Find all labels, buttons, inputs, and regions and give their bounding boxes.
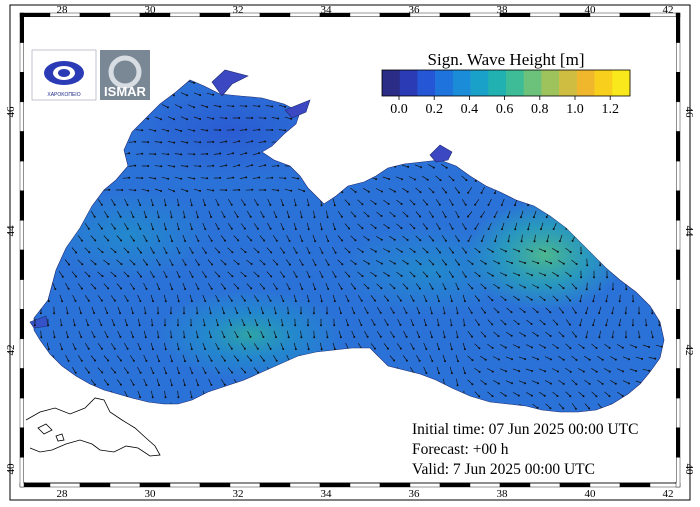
y-tick-right-40: 40 [683,464,695,476]
x-tick-bottom-42: 42 [663,488,674,500]
kerch-strait [429,144,453,163]
x-tick-bottom-38: 38 [497,488,509,500]
axis-labels: 28 28 30 30 32 32 34 34 36 36 38 38 40 40 42 42 40 40 42 42… [5,4,695,500]
x-tick-bottom-30: 30 [145,488,157,500]
legend-tick-label: 0.0 [390,102,408,117]
dnieper-estuary [284,99,311,119]
wave-zone-mid [340,225,520,315]
legend-swatch [576,70,595,96]
legend-swatch [559,70,578,96]
y-tick-right-44: 44 [683,226,695,238]
valid-time: Valid: 7 Jun 2025 00:00 UTC [412,461,595,478]
x-tick-top-42: 42 [663,4,674,16]
harokopio-logo-core [58,69,70,77]
legend-tick-label: 0.8 [531,102,549,117]
x-tick-top-30: 30 [145,4,157,16]
initial-time: Initial time: 07 Jun 2025 00:00 UTC [412,421,638,438]
y-tick-left-46: 46 [5,106,17,118]
harokopio-logo-text: ΧΑΡΟΚΟΠΕΙΟ [47,92,80,98]
x-tick-bottom-36: 36 [409,488,421,500]
x-tick-top-32: 32 [233,4,244,16]
legend-title: Sign. Wave Height [m] [428,50,585,69]
legend-tick-label: 0.4 [461,102,479,117]
legend-swatch [612,70,631,96]
legend-swatch [452,70,471,96]
color-legend: Sign. Wave Height [m] 0.0 0.2 0.4 0.6 0.8 1.0… [381,50,631,117]
x-tick-top-28: 28 [57,4,69,16]
legend-swatch [506,70,525,96]
y-tick-right-46: 46 [683,107,695,119]
x-tick-top-40: 40 [585,4,597,16]
x-tick-top-36: 36 [409,4,421,16]
legend-tick-label: 0.2 [425,102,443,117]
logos: ΧΑΡΟΚΟΠΕΙΟ ISMAR [31,49,150,101]
legend-colorbar [381,69,631,97]
dnieper-bug-estuary [211,69,249,97]
legend-swatch [541,70,560,96]
ismar-logo-text: ISMAR [104,84,147,99]
x-tick-bottom-34: 34 [321,488,333,500]
legend-swatch [523,70,542,96]
forecast-hour: Forecast: +00 h [412,441,509,458]
x-tick-bottom-40: 40 [585,488,597,500]
y-tick-right-42: 42 [683,345,695,356]
legend-swatch [594,70,613,96]
x-tick-bottom-28: 28 [57,488,69,500]
marmara-coastline [25,397,161,457]
y-tick-left-40: 40 [5,463,17,475]
ismar-logo-mark [108,55,142,89]
legend-swatch [417,70,436,96]
legend-swatch [399,70,418,96]
x-tick-top-34: 34 [321,4,333,16]
legend-swatch [382,70,401,96]
legend-swatch [435,70,454,96]
legend-swatch [470,70,489,96]
y-tick-left-44: 44 [5,225,17,237]
legend-ticks: 0.0 0.2 0.4 0.6 0.8 1.0 1.2 [390,96,619,117]
legend-swatch [488,70,507,96]
x-tick-top-38: 38 [497,4,509,16]
forecast-info: Initial time: 07 Jun 2025 00:00 UTC Fore… [412,421,638,478]
legend-tick-label: 1.0 [566,102,584,117]
legend-tick-label: 1.2 [601,102,619,117]
y-tick-left-42: 42 [5,345,17,356]
wave-zone-west [50,190,210,280]
x-tick-bottom-32: 32 [233,488,244,500]
legend-tick-label: 0.6 [496,102,514,117]
